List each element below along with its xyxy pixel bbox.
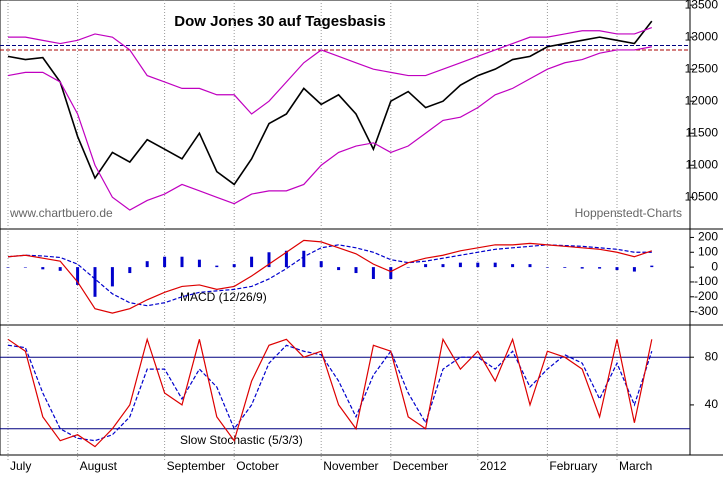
y-tick-label: 13500: [685, 0, 719, 11]
histogram-bar: [58, 267, 62, 271]
histogram-bar: [41, 267, 45, 270]
histogram-bar: [389, 267, 393, 279]
histogram-bar: [598, 267, 602, 269]
y-tick-label: 10500: [685, 189, 719, 203]
histogram-bar: [511, 264, 515, 268]
y-tick-label: 0: [711, 259, 718, 273]
frame: [0, 0, 691, 456]
x-tick-label: March: [619, 459, 652, 473]
series-line: [7, 46, 652, 211]
histogram-bar: [180, 256, 184, 268]
histogram-bar: [424, 264, 428, 268]
histogram-bar: [163, 256, 167, 268]
histogram-bar: [406, 267, 410, 268]
histogram-bar: [319, 261, 323, 268]
x-tick-label: August: [80, 459, 118, 473]
y-tick-label: 100: [698, 244, 718, 258]
y-tick-label: -200: [694, 289, 718, 303]
histogram-bar: [6, 267, 10, 268]
x-tick-label: November: [323, 459, 378, 473]
histogram-bar: [458, 262, 462, 268]
histogram-bar: [284, 250, 288, 268]
y-tick-label: 11500: [686, 125, 719, 139]
histogram-bar: [145, 261, 149, 268]
histogram-bar: [232, 264, 236, 268]
histogram-bar: [371, 267, 375, 279]
histogram-bar: [76, 267, 80, 285]
y-tick-label: 13000: [685, 29, 719, 43]
y-tick-label: 12000: [685, 93, 719, 107]
histogram-bar: [197, 259, 201, 268]
histogram-bar: [632, 267, 636, 272]
y-tick-label: 12500: [685, 61, 719, 75]
indicator-label: Slow Stochastic (5/3/3): [180, 433, 303, 447]
histogram-bar: [615, 267, 619, 271]
indicator-label: MACD (12/26/9): [180, 290, 267, 304]
histogram-bar: [354, 267, 358, 274]
x-tick-label: 2012: [480, 459, 507, 473]
histogram-bar: [650, 265, 654, 268]
histogram-bar: [545, 267, 549, 268]
histogram-bar: [267, 252, 271, 268]
histogram-bar: [441, 264, 445, 268]
series-line: [7, 344, 653, 442]
y-tick-label: 11000: [686, 157, 719, 171]
provider: Hoppenstedt-Charts: [575, 206, 682, 220]
x-tick-label: July: [10, 459, 31, 473]
y-tick-label: 200: [698, 230, 718, 244]
y-tick-label: -100: [694, 274, 718, 288]
y-tick-label: 40: [705, 397, 719, 411]
histogram-bar: [93, 267, 97, 297]
histogram-bar: [476, 262, 480, 268]
histogram-bar: [128, 267, 132, 274]
histogram-bar: [215, 265, 219, 268]
watermark: www.chartbuero.de: [9, 206, 113, 220]
histogram-bar: [110, 267, 114, 287]
series-line: [7, 337, 653, 448]
histogram-bar: [23, 267, 27, 268]
series-line: [8, 26, 653, 115]
histogram-bar: [528, 264, 532, 268]
y-tick-label: 80: [705, 349, 719, 363]
series-line: [7, 239, 652, 314]
histogram-bar: [302, 250, 306, 268]
histogram-bar: [493, 262, 497, 268]
series-line: [7, 20, 653, 186]
x-tick-label: September: [167, 459, 226, 473]
histogram-bar: [580, 267, 584, 269]
x-tick-label: December: [393, 459, 448, 473]
histogram-bar: [563, 267, 567, 268]
x-tick-label: October: [236, 459, 279, 473]
histogram-bar: [250, 256, 254, 268]
y-tick-label: -300: [694, 304, 718, 318]
chart-title: Dow Jones 30 auf Tagesbasis: [174, 13, 385, 30]
x-tick-label: February: [549, 459, 597, 473]
histogram-bar: [337, 267, 341, 271]
